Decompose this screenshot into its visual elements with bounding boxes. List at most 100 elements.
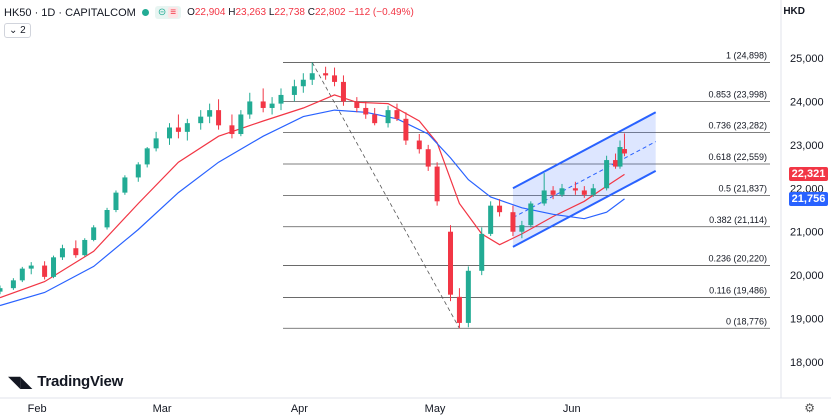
fib-level-label: 0.116 (19,486) xyxy=(709,285,767,295)
x-tick-label: Feb xyxy=(28,403,47,415)
y-tick-label: 19,000 xyxy=(790,314,824,326)
candle-body xyxy=(559,188,565,195)
moving-average-line xyxy=(0,94,625,299)
candle-body xyxy=(10,280,16,289)
candle-body xyxy=(372,114,378,124)
ohlc-high-label: H xyxy=(228,7,236,18)
ohlc-open-value: 22,904 xyxy=(194,7,226,18)
fib-trend-line xyxy=(311,62,460,329)
fibonacci-retracement[interactable]: 1 (24,898) 0.853 (23,998) 0.736 (23,282) 0.… xyxy=(283,50,770,329)
indicators-toggle[interactable]: ⌄ 2 xyxy=(4,23,31,38)
candle-body xyxy=(617,147,623,167)
candle-body xyxy=(323,73,329,76)
candle-body xyxy=(122,177,128,193)
ohlc-close-value: 22,802 xyxy=(315,7,346,18)
candle-body xyxy=(581,190,587,195)
fib-level-label: 0.853 (23,998) xyxy=(708,90,767,100)
candle-body xyxy=(510,212,516,232)
fib-level-label: 0.618 (22,559) xyxy=(708,152,767,162)
fib-level-label: 0.382 (21,114) xyxy=(709,215,767,225)
candle-body xyxy=(541,190,547,204)
symbol-header: HK50 · 1D · CAPITALCOM ⊝ ≡ O22,904 H23,2… xyxy=(4,6,414,19)
candle-body xyxy=(394,110,400,119)
link-icon[interactable]: ⊝ xyxy=(157,7,167,18)
candle-body xyxy=(19,268,25,281)
hamburger-icon[interactable]: ≡ xyxy=(168,7,179,18)
candle-body xyxy=(550,190,556,195)
x-tick-label: Apr xyxy=(291,403,308,415)
candle-body xyxy=(0,288,3,292)
x-tick-label: Jun xyxy=(563,403,581,415)
candle-body xyxy=(229,125,235,135)
tradingview-logo-text: TradingView xyxy=(37,373,124,390)
candle-body xyxy=(166,127,172,139)
candle-body xyxy=(385,110,391,124)
candle-body xyxy=(42,265,48,277)
candle-body xyxy=(354,101,360,108)
candle-body xyxy=(113,192,119,210)
candle-body xyxy=(51,257,57,277)
candle-body xyxy=(247,101,253,115)
candle-body xyxy=(456,296,462,323)
channel-lower-line xyxy=(512,170,657,248)
fib-level-label: 0 (18,776) xyxy=(726,316,767,326)
candle-body xyxy=(300,79,306,87)
candle-body xyxy=(332,75,338,82)
candle-body xyxy=(59,248,65,258)
y-tick-label: 18,000 xyxy=(790,357,824,369)
candle-body xyxy=(144,148,150,165)
tradingview-logo[interactable]: ◥◣ TradingView xyxy=(8,372,123,391)
x-tick-label: May xyxy=(425,403,446,415)
indicator-count: 2 xyxy=(20,25,26,36)
candle-body xyxy=(363,107,369,115)
moving-averages xyxy=(0,94,625,307)
candle-body xyxy=(604,160,610,189)
channel-upper-line xyxy=(512,111,657,190)
candle-body xyxy=(184,123,190,132)
ohlc-high-value: 23,263 xyxy=(235,7,267,18)
x-tick-label: Mar xyxy=(153,403,172,415)
tradingview-logo-icon: ◥◣ xyxy=(8,372,33,391)
y-tick-label: 23,000 xyxy=(790,140,824,152)
settings-gear-icon[interactable]: ⚙ xyxy=(804,401,815,415)
candle-body xyxy=(613,160,619,167)
ohlc-change: −112 (−0.49%) xyxy=(348,7,414,18)
ohlc-low-label: L xyxy=(268,7,275,18)
header-badges: ⊝ ≡ xyxy=(154,6,182,19)
candle-body xyxy=(73,248,79,256)
y-tick-label: 20,000 xyxy=(790,270,824,282)
candle-body xyxy=(260,101,266,108)
symbol-title[interactable]: HK50 · 1D · CAPITALCOM xyxy=(4,6,136,19)
fib-level-label: 1 (24,898) xyxy=(726,50,767,60)
trend-line[interactable] xyxy=(311,62,460,329)
currency-label[interactable]: HKD xyxy=(783,6,805,17)
candle-body xyxy=(465,270,471,323)
candle-body xyxy=(198,116,204,124)
candle-body xyxy=(104,210,110,228)
candle-body xyxy=(416,140,422,150)
candle-body xyxy=(340,81,346,102)
x-axis: Feb Mar Apr May Jun xyxy=(0,397,831,415)
y-tick-label: 25,000 xyxy=(790,53,824,65)
candle-body xyxy=(497,205,503,213)
candle-body xyxy=(572,188,578,191)
candle-body xyxy=(153,138,159,149)
fib-level-label: 0.736 (23,282) xyxy=(708,121,767,131)
ohlc-open-label: O xyxy=(187,7,195,18)
candle-body xyxy=(448,231,454,295)
candles xyxy=(0,62,627,329)
ma-fast-price-tag: 22,321 xyxy=(789,167,828,182)
y-axis: 25,00024,00023,00022,00021,00020,00019,0… xyxy=(780,0,824,398)
candle-body xyxy=(425,149,431,167)
ohlc-readout: O22,904 H23,263 L22,738 C22,802 −112 (−0… xyxy=(187,7,414,18)
candle-body xyxy=(175,127,181,132)
channel-mid-line xyxy=(512,141,656,219)
y-tick-label: 21,000 xyxy=(790,227,824,239)
candle-body xyxy=(621,149,627,154)
candle-body xyxy=(519,225,525,232)
candle-body xyxy=(269,103,275,108)
candle-body xyxy=(434,166,440,202)
ohlc-low-value: 22,738 xyxy=(274,7,305,18)
candle-body xyxy=(291,86,297,95)
